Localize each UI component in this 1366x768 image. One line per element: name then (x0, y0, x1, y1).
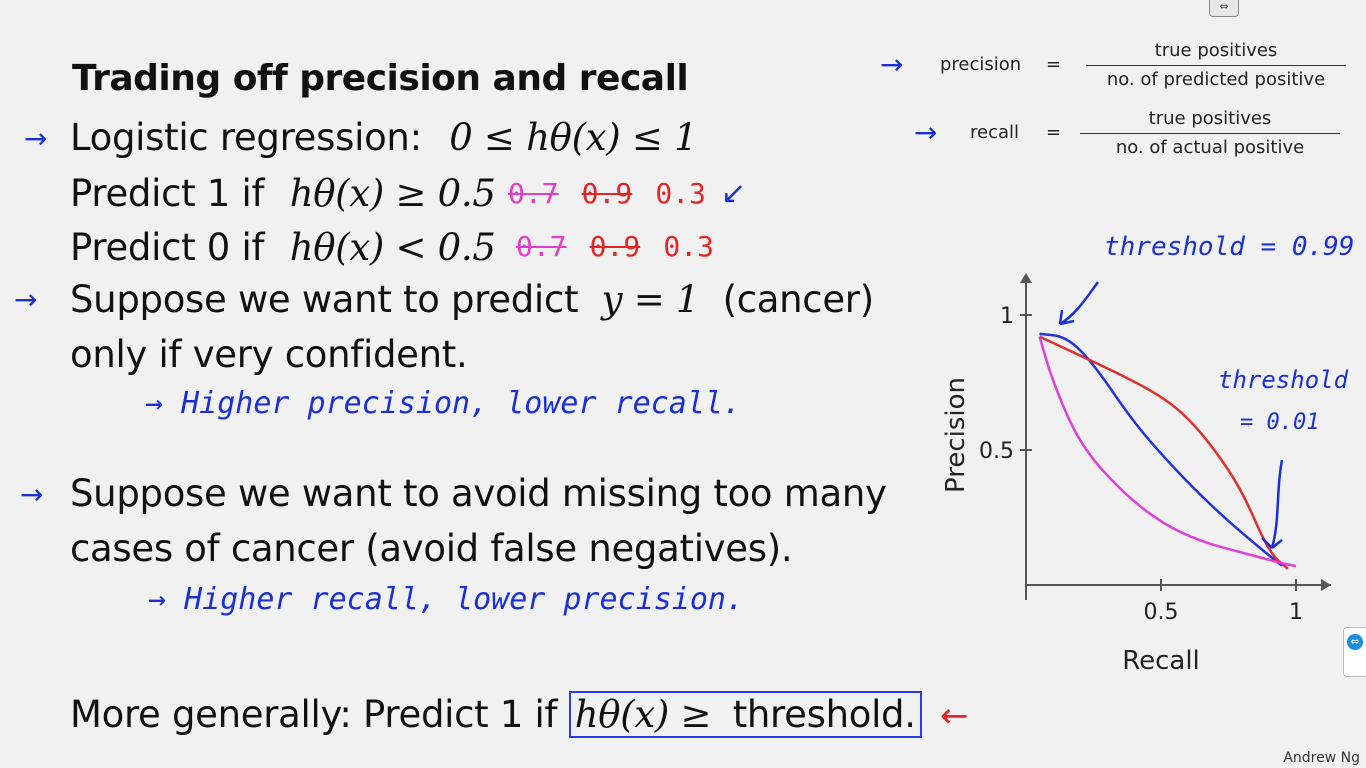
p1-val-09: 0.9 (581, 177, 633, 210)
threshold-high-note: threshold = 0.99 (1104, 232, 1355, 262)
pointer-arrow-low (1270, 459, 1284, 549)
line-predict0: Predict 0 if hθ(x) < 0.5 (70, 226, 496, 269)
side-panel-tab[interactable]: ⇔ (1343, 627, 1366, 677)
line-suppose2a: Suppose we want to avoid missing too man… (70, 472, 887, 515)
series-line-1 (1039, 332, 1284, 568)
note-higher-precision: → Higher precision, lower recall. (145, 386, 742, 421)
general-threshold: threshold. (732, 693, 916, 736)
general-math: hθ(x) ≥ (574, 693, 712, 736)
red-arrow-icon: ← (940, 696, 969, 736)
hand-arrow-icon: → (880, 48, 904, 81)
logistic-label: Logistic regression: (70, 116, 422, 159)
pointer-arrow-icon: ↙ (721, 176, 747, 211)
hand-arrow-icon: → (14, 283, 38, 316)
x-axis-title: Recall (1122, 646, 1200, 676)
series-line-3 (1038, 336, 1297, 568)
chart-series (1038, 332, 1297, 570)
suppose1-cancer: (cancer) (722, 278, 875, 321)
hand-arrow-icon: → (24, 122, 48, 155)
recall-fraction: true positives no. of actual positive (1080, 108, 1340, 158)
series-line-2 (1038, 335, 1289, 570)
precision-recall-chart: 0.5 1 0.5 1 Recall Precision (941, 273, 1331, 676)
credit: Andrew Ng (1283, 750, 1360, 766)
p0-val-09: 0.9 (589, 230, 641, 263)
pointer-arrow-high (1059, 281, 1100, 326)
note-higher-recall: → Higher recall, lower precision. (148, 582, 745, 617)
recall-numerator: true positives (1080, 108, 1340, 134)
predict0-label: Predict 0 if (70, 226, 265, 269)
line-predict1: Predict 1 if hθ(x) ≥ 0.5 (70, 172, 496, 215)
line-general: More generally: Predict 1 if hθ(x) ≥ thr… (70, 691, 922, 738)
y-axis-title: Precision (941, 377, 971, 493)
chart-axes: 0.5 1 0.5 1 Recall Precision (941, 273, 1331, 676)
slide-title: Trading off precision and recall (72, 58, 689, 99)
p1-val-07: 0.7 (508, 177, 559, 210)
y-axis-arrowhead (1020, 273, 1032, 283)
chart-annotations (1058, 281, 1284, 549)
resize-icon[interactable]: ⇔ (1209, 0, 1239, 17)
suppose1-math: y = 1 (601, 278, 700, 321)
logistic-math: 0 ≤ hθ(x) ≤ 1 (449, 116, 698, 159)
y-tick-label: 0.5 (979, 439, 1014, 464)
suppose1-text: Suppose we want to predict (70, 278, 579, 321)
precision-numerator: true positives (1086, 40, 1346, 66)
precision-eq: = (1046, 54, 1062, 75)
line-suppose2b: cases of cancer (avoid false negatives). (70, 527, 793, 570)
x-tick-label: 0.5 (1144, 600, 1179, 625)
predict1-label: Predict 1 if (70, 172, 265, 215)
threshold-low-note-b: = 0.01 (1240, 410, 1320, 435)
precision-denominator: no. of predicted positive (1106, 69, 1326, 90)
teamviewer-icon: ⇔ (1347, 634, 1363, 650)
line-suppose1: Suppose we want to predict y = 1 (cancer… (70, 278, 874, 321)
hand-arrow-icon: → (20, 478, 44, 511)
p0-val-07: 0.7 (516, 230, 567, 263)
line-logistic: Logistic regression: 0 ≤ hθ(x) ≤ 1 (70, 116, 698, 159)
x-tick-label: 1 (1289, 600, 1303, 625)
hand-arrow-icon: → (914, 116, 938, 149)
general-text: More generally: Predict 1 if (70, 693, 558, 736)
predict0-math: hθ(x) < 0.5 (289, 226, 496, 269)
recall-label: recall (970, 122, 1020, 143)
p1-val-03: 0.3 (655, 177, 706, 210)
threshold-box: hθ(x) ≥ threshold. (568, 691, 922, 738)
predict1-math: hθ(x) ≥ 0.5 (289, 172, 496, 215)
y-tick-label: 1 (1000, 304, 1014, 329)
predict1-handwritten: 0.7 0.9 0.3 ↙ (508, 176, 746, 211)
threshold-low-note-a: threshold (1218, 366, 1349, 394)
precision-fraction: true positives no. of predicted positive (1086, 40, 1346, 90)
precision-label: precision (940, 54, 1022, 75)
predict0-handwritten: 0.7 0.9 0.3 (516, 230, 714, 263)
recall-denominator: no. of actual positive (1115, 137, 1305, 158)
pointer-arrowhead-low (1261, 537, 1283, 549)
line-suppose1c: only if very confident. (70, 333, 468, 376)
recall-eq: = (1046, 122, 1062, 143)
x-axis-arrowhead (1321, 579, 1331, 591)
pointer-arrowhead-high (1058, 309, 1075, 326)
p0-val-03: 0.3 (663, 230, 714, 263)
